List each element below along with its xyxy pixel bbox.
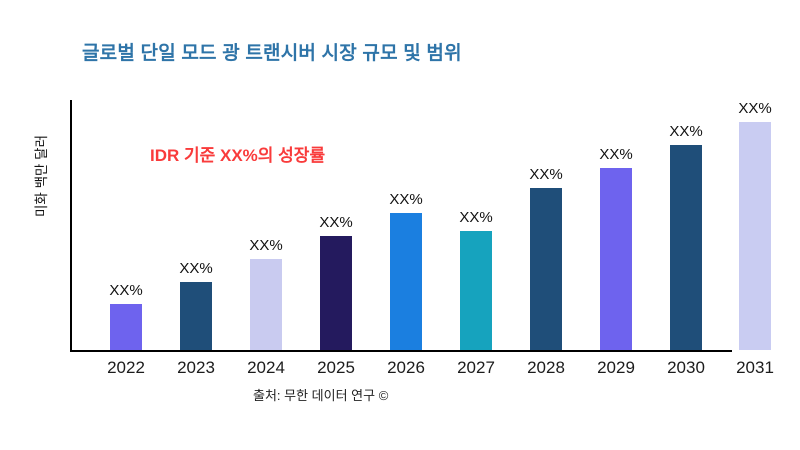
x-tick-label-2025: 2025 bbox=[317, 358, 355, 377]
bar-value-label-2023: XX% bbox=[179, 260, 213, 277]
chart-title: 글로벌 단일 모드 광 트랜시버 시장 규모 및 범위 bbox=[82, 43, 462, 64]
bar-value-label-2030: XX% bbox=[669, 123, 703, 140]
bar-value-label-2022: XX% bbox=[109, 282, 143, 299]
bar-2031 bbox=[739, 122, 771, 350]
x-tick-label-2023: 2023 bbox=[177, 358, 215, 377]
y-axis-line bbox=[70, 100, 72, 352]
x-tick-label-2030: 2030 bbox=[667, 358, 705, 377]
bar-2022 bbox=[110, 304, 142, 350]
bar-value-label-2028: XX% bbox=[529, 166, 563, 183]
source-note: 출처: 무한 데이터 연구 © bbox=[253, 388, 389, 403]
bar-2027 bbox=[460, 231, 492, 350]
bar-2026 bbox=[390, 213, 422, 350]
x-tick-label-2028: 2028 bbox=[527, 358, 565, 377]
plot-area: XX% 2022 XX% 2023 XX% 2024 XX% 2025 XX% 2026 XX% 20… bbox=[70, 100, 782, 377]
x-tick-label-2022: 2022 bbox=[107, 358, 145, 377]
x-tick-label-2024: 2024 bbox=[247, 358, 285, 377]
x-tick-label-2026: 2026 bbox=[387, 358, 425, 377]
bar-value-label-2031: XX% bbox=[738, 100, 772, 117]
bar-2028 bbox=[530, 188, 562, 350]
bar-value-label-2025: XX% bbox=[319, 214, 353, 231]
x-axis-line bbox=[70, 350, 732, 352]
x-tick-label-2029: 2029 bbox=[597, 358, 635, 377]
bar-2030 bbox=[670, 145, 702, 350]
bar-value-label-2029: XX% bbox=[599, 146, 633, 163]
y-axis-label: 미화 백만 달러 bbox=[34, 134, 49, 218]
x-tick-label-2031: 2031 bbox=[736, 358, 774, 377]
bar-2025 bbox=[320, 236, 352, 350]
growth-rate-annotation: IDR 기준 XX%의 성장률 bbox=[150, 146, 326, 165]
bar-2023 bbox=[180, 282, 212, 350]
bar-2029 bbox=[600, 168, 632, 350]
x-tick-label-2027: 2027 bbox=[457, 358, 495, 377]
bar-value-label-2027: XX% bbox=[459, 209, 493, 226]
bar-value-label-2024: XX% bbox=[249, 237, 283, 254]
bar-2024 bbox=[250, 259, 282, 350]
bar-value-label-2026: XX% bbox=[389, 191, 423, 208]
